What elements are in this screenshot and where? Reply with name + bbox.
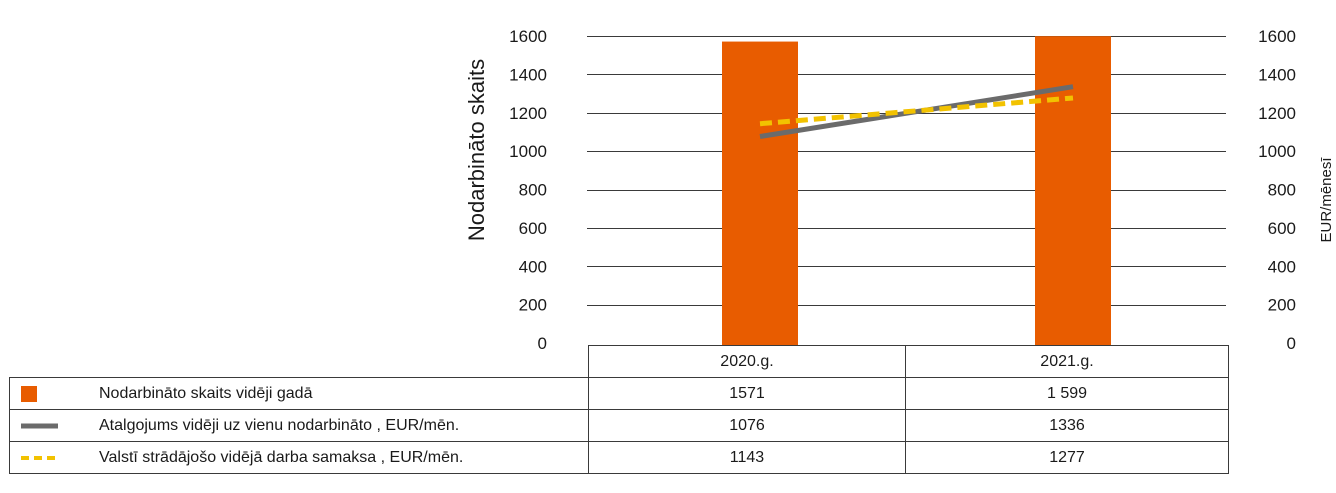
right-axis-tick-label: 1400 (1258, 65, 1296, 84)
table-row: Nodarbināto skaits vidēji gadā 1571 1 59… (9, 377, 1229, 410)
right-axis-ticks: 0 200 400 600 800 1000 1200 1400 1600 (1258, 27, 1296, 353)
right-axis-tick-label: 1000 (1258, 142, 1296, 161)
left-axis-tick-label: 200 (519, 296, 547, 315)
bar (722, 41, 798, 346)
category-header: 2021.g. (905, 345, 1229, 378)
series-name: Nodarbināto skaits vidēji gadā (99, 384, 313, 402)
left-axis-title: Nodarbināto skaits (464, 59, 489, 241)
left-axis-tick-label: 1200 (509, 104, 547, 123)
series-line (759, 84, 1074, 139)
bar (1035, 36, 1111, 346)
right-axis-title: EUR/mēnesī (1318, 157, 1335, 243)
left-axis-tick-label: 0 (538, 334, 547, 353)
right-axis-tick-label: 200 (1268, 296, 1296, 315)
table-row: Atalgojums vidēji uz vienu nodarbināto ,… (9, 409, 1229, 442)
right-axis-tick-label: 600 (1268, 219, 1296, 238)
series-name: Valstī strādājošo vidējā darba samaksa ,… (99, 448, 464, 466)
data-table: 2020.g. 2021.g. Nodarbināto skaits vidēj… (9, 345, 1229, 474)
table-cell-value: 1076 (588, 409, 906, 442)
left-axis-ticks: 0 200 400 600 800 1000 1200 1400 1600 (509, 27, 547, 353)
right-axis-tick-label: 0 (1287, 334, 1296, 353)
table-cell-value: 1571 (588, 377, 906, 410)
series-name: Atalgojums vidēji uz vienu nodarbināto ,… (99, 416, 460, 434)
table-header-row: 2020.g. 2021.g. (9, 345, 1229, 378)
lines (759, 84, 1074, 139)
right-axis-tick-label: 1200 (1258, 104, 1296, 123)
left-axis-tick-label: 1400 (509, 65, 547, 84)
table-cell-value: 1277 (905, 441, 1229, 474)
gridlines (587, 36, 1226, 306)
dashed-series-line (759, 95, 1074, 127)
left-axis-tick-label: 1000 (509, 142, 547, 161)
left-axis-tick-label: 800 (519, 181, 547, 200)
right-axis-tick-label: 1600 (1258, 27, 1296, 46)
left-axis-tick-label: 400 (519, 257, 547, 276)
right-axis-tick-label: 800 (1268, 181, 1296, 200)
right-axis-tick-label: 400 (1268, 257, 1296, 276)
table-cell-value: 1143 (588, 441, 906, 474)
orange-square-legend-icon (21, 385, 37, 402)
table-cell-value: 1 599 (905, 377, 1229, 410)
category-header: 2020.g. (588, 345, 906, 378)
left-axis-tick-label: 600 (519, 219, 547, 238)
yellow-dashed-legend-icon (21, 455, 58, 460)
left-axis-tick-label: 1600 (509, 27, 547, 46)
table-row: Valstī strādājošo vidējā darba samaksa ,… (9, 441, 1229, 474)
table-cell-value: 1336 (905, 409, 1229, 442)
gray-line-legend-icon (21, 423, 58, 428)
bars (722, 36, 1111, 346)
